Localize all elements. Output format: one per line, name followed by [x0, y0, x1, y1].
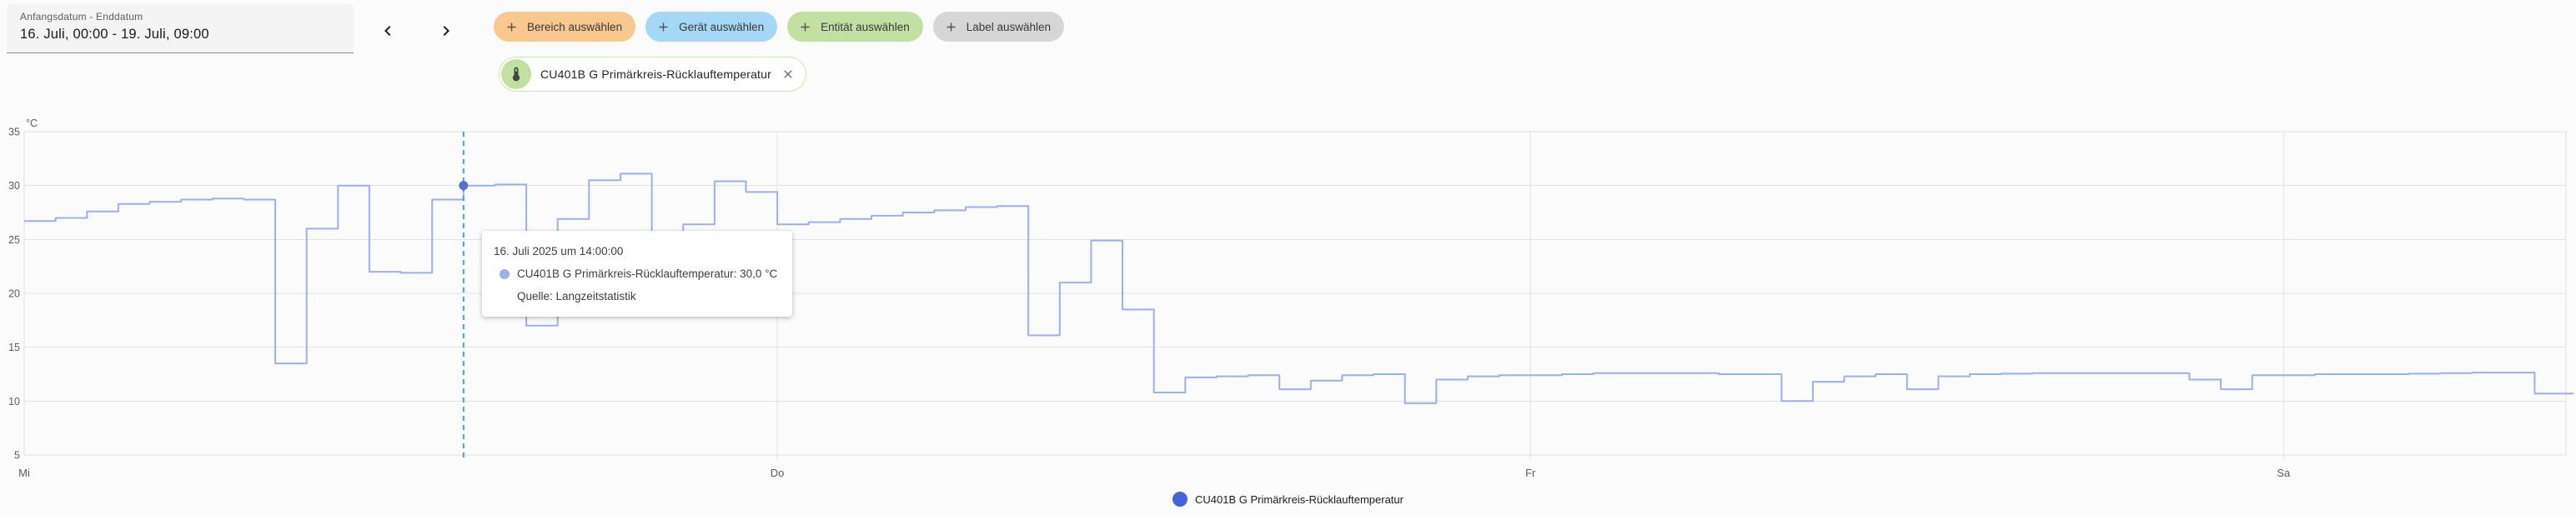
legend-dot-icon	[1173, 492, 1188, 507]
select-device-chip[interactable]: Gerät auswählen	[645, 12, 778, 42]
tooltip-source: Quelle: Langzeitstatistik	[517, 290, 636, 302]
next-period-button[interactable]	[432, 17, 460, 45]
svg-text:15: 15	[8, 342, 20, 353]
tooltip-series-value: CU401B G Primärkreis-Rücklauftemperatur:…	[517, 268, 778, 280]
chart-legend: CU401B G Primärkreis-Rücklauftemperatur	[0, 492, 2576, 507]
legend-item[interactable]: CU401B G Primärkreis-Rücklauftemperatur	[1173, 492, 1403, 507]
svg-text:Sa: Sa	[2277, 467, 2291, 479]
plus-icon	[801, 22, 810, 31]
entity-avatar	[501, 59, 531, 89]
chevron-right-icon	[443, 26, 449, 36]
selected-entity-chip[interactable]: CU401B G Primärkreis-Rücklauftemperatur	[499, 57, 806, 92]
svg-text:10: 10	[8, 396, 20, 408]
select-entity-label: Entität auswählen	[821, 20, 910, 33]
plus-icon	[947, 22, 956, 31]
series-dot-icon	[500, 268, 510, 279]
plus-icon	[659, 22, 668, 31]
svg-text:Do: Do	[771, 467, 785, 479]
select-label-label: Label auswählen	[966, 20, 1052, 33]
previous-period-button[interactable]	[374, 17, 402, 45]
select-label-chip[interactable]: Label auswählen	[932, 12, 1065, 42]
thermometer-icon	[512, 67, 520, 82]
legend-label: CU401B G Primärkreis-Rücklauftemperatur	[1195, 492, 1403, 506]
svg-text:20: 20	[8, 288, 20, 300]
svg-text:5: 5	[14, 450, 20, 462]
svg-text:Fr: Fr	[1525, 467, 1536, 479]
select-area-label: Bereich auswählen	[527, 20, 623, 33]
date-range-label: Anfangsdatum - Enddatum	[20, 11, 143, 22]
select-entity-chip[interactable]: Entität auswählen	[787, 12, 923, 42]
chart-tooltip: 16. Juli 2025 um 14:00:00 CU401B G Primä…	[482, 231, 793, 317]
svg-text:°C: °C	[26, 118, 38, 129]
filter-chips-row: Bereich auswählen Gerät auswählen Entitä…	[494, 12, 1065, 42]
svg-text:25: 25	[8, 234, 20, 246]
date-range-value: 16. Juli, 00:00 - 19. Juli, 09:00	[20, 27, 209, 42]
chevron-left-icon	[384, 26, 391, 36]
date-range-picker[interactable]: Anfangsdatum - Enddatum 16. Juli, 00:00 …	[7, 3, 354, 53]
remove-entity-icon[interactable]	[781, 68, 795, 81]
select-device-label: Gerät auswählen	[679, 20, 765, 33]
select-area-chip[interactable]: Bereich auswählen	[494, 12, 636, 42]
selected-entity-label: CU401B G Primärkreis-Rücklauftemperatur	[540, 68, 771, 81]
tooltip-timestamp: 16. Juli 2025 um 14:00:00	[494, 245, 624, 258]
svg-text:35: 35	[8, 127, 20, 138]
svg-text:Mi: Mi	[18, 467, 30, 479]
svg-text:30: 30	[8, 180, 20, 192]
plus-icon	[507, 22, 516, 31]
